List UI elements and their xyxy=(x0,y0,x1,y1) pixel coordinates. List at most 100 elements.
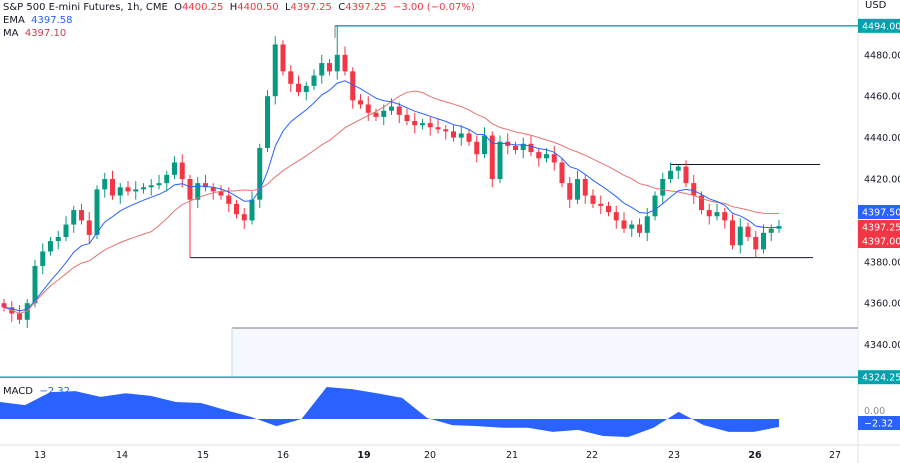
y-tick-label: 4360.00 xyxy=(864,299,900,310)
candle-body xyxy=(528,143,534,153)
candle-body xyxy=(110,179,115,196)
candle-body xyxy=(195,183,201,200)
candle-body xyxy=(86,220,92,235)
open-value: 4400.25 xyxy=(182,2,224,13)
candle-body xyxy=(668,170,673,179)
price-label-box xyxy=(858,18,900,33)
x-tick-label: 16 xyxy=(277,450,289,461)
candle-body xyxy=(559,162,565,184)
price-label: 4397.50 xyxy=(862,208,900,219)
macd-legend[interactable]: MACD −2.32 xyxy=(3,386,70,397)
candle-body xyxy=(94,189,100,235)
change-value: −3.00 (−0.07%) xyxy=(392,2,475,13)
candle-body xyxy=(629,224,635,229)
candle-body xyxy=(48,241,53,252)
price-label-box xyxy=(858,234,900,248)
low-value: 4397.25 xyxy=(290,2,332,13)
candle-body xyxy=(575,179,580,200)
macd-label: MACD xyxy=(3,386,33,397)
candle-body xyxy=(280,44,286,72)
price-label-box xyxy=(858,205,900,219)
candle-body xyxy=(40,251,46,266)
candle-body xyxy=(466,133,472,142)
y-tick-label: 4480.00 xyxy=(864,50,900,61)
candle-body xyxy=(249,199,255,221)
candle-body xyxy=(699,195,704,211)
candle-body xyxy=(691,183,697,196)
candle-body xyxy=(435,127,441,130)
macd-value: −2.32 xyxy=(39,386,70,397)
close-value: 4397.25 xyxy=(345,2,387,13)
price-label-box xyxy=(858,220,900,234)
ma-value: 4397.10 xyxy=(24,28,67,39)
x-tick-label: 20 xyxy=(424,450,436,461)
price-label: 4397.25 xyxy=(862,223,900,234)
candle-body xyxy=(334,54,340,72)
candle-body xyxy=(582,179,588,196)
candle-body xyxy=(420,123,425,126)
candle-body xyxy=(482,135,487,155)
candle-body xyxy=(389,106,394,111)
y-tick-label: 4420.00 xyxy=(864,175,900,186)
low-label: L xyxy=(284,2,291,13)
candle-body xyxy=(536,152,542,159)
y-tick-label: 4380.00 xyxy=(864,257,900,268)
ema-label: EMA xyxy=(3,15,25,26)
candle-body xyxy=(257,147,263,200)
candle-body xyxy=(1,303,7,308)
x-tick-label: 22 xyxy=(586,450,598,461)
candle-body xyxy=(311,75,317,86)
candle-body xyxy=(210,187,216,192)
candle-body xyxy=(164,174,170,184)
ma-legend[interactable]: MA 4397.10 xyxy=(3,28,66,39)
candle-body xyxy=(63,224,69,237)
candle-body xyxy=(117,187,123,196)
candle-body xyxy=(342,54,348,72)
candle-body xyxy=(598,203,604,206)
candle-body xyxy=(730,220,735,246)
candle-body xyxy=(644,216,650,233)
candle-body xyxy=(288,71,294,84)
high-value: 4400.50 xyxy=(237,2,279,13)
price-label-box xyxy=(858,370,900,385)
candle-body xyxy=(272,44,278,97)
candle-body xyxy=(621,220,627,229)
ema-value: 4397.58 xyxy=(31,15,73,26)
candle-body xyxy=(241,214,247,221)
x-tick-label: 23 xyxy=(668,450,680,461)
candle-body xyxy=(753,236,759,250)
candle-body xyxy=(513,145,518,151)
candle-body xyxy=(652,195,658,217)
candle-body xyxy=(683,166,689,184)
candle-body xyxy=(327,63,332,72)
candle-body xyxy=(172,162,177,175)
candle-body xyxy=(373,112,379,117)
y-tick-label: 4460.00 xyxy=(864,92,900,103)
x-tick-label: 14 xyxy=(116,450,128,461)
ema-legend[interactable]: EMA 4397.58 xyxy=(3,15,73,26)
candle-body xyxy=(451,131,456,138)
candle-body xyxy=(358,100,363,105)
high-label: H xyxy=(229,2,238,13)
symbol-title: S&P 500 E-mini Futures, 1h, CME xyxy=(3,2,168,13)
candle-body xyxy=(544,154,549,159)
candle-body xyxy=(551,154,557,163)
close-label: C xyxy=(338,2,346,13)
candle-body xyxy=(404,114,410,122)
candle-body xyxy=(412,121,418,126)
candle-body xyxy=(497,141,503,179)
candle-body xyxy=(613,212,619,221)
candle-body xyxy=(148,185,154,188)
candle-body xyxy=(55,236,61,242)
y-tick-label: 4340.00 xyxy=(864,340,900,351)
candle-body xyxy=(520,143,526,151)
macd-value-box xyxy=(858,416,900,430)
candle-body xyxy=(265,96,270,148)
candle-body xyxy=(590,195,596,204)
currency-label: USD xyxy=(865,0,887,11)
macd-zero-label: 0.00 xyxy=(864,406,885,417)
candle-body xyxy=(443,129,449,132)
candle-body xyxy=(365,104,371,113)
